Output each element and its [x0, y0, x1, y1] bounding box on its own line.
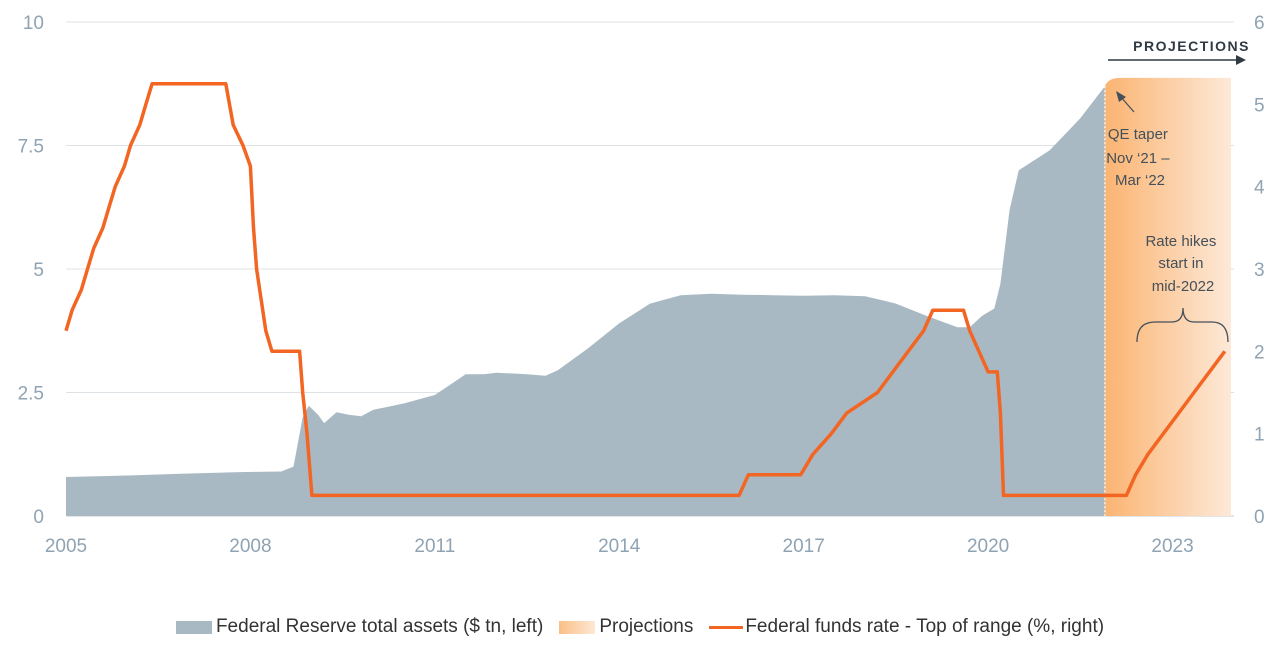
left-tick-0: 0	[33, 507, 44, 528]
hikes-note-line-3: mid-2022	[1152, 278, 1215, 295]
legend-swatch-assets	[175, 620, 212, 634]
legend-label-projections: Projections	[599, 616, 694, 637]
projections-label: PROJECTIONS	[1133, 38, 1250, 54]
qe-taper-note: QE taper Nov ‘21 – Mar ‘22	[1106, 126, 1174, 189]
left-tick-3: 7.5	[18, 137, 44, 158]
x-tick-2017: 2017	[783, 536, 825, 557]
right-axis-ticks: 0 1 2 3 4 5 6	[1254, 13, 1265, 528]
assets-area	[66, 86, 1105, 516]
left-tick-1: 2.5	[18, 384, 44, 405]
right-tick-1: 1	[1254, 425, 1265, 446]
left-axis-ticks: 0 2.5 5 7.5 10	[18, 13, 44, 528]
legend-label-rate: Federal funds rate - Top of range (%, ri…	[745, 616, 1105, 637]
x-tick-2008: 2008	[229, 536, 271, 557]
hikes-note-line-1: Rate hikes	[1145, 233, 1216, 250]
qe-note-line-1: QE taper	[1108, 126, 1168, 143]
x-tick-2023: 2023	[1151, 536, 1193, 557]
qe-annotation-arrowhead	[1116, 91, 1126, 102]
right-tick-0: 0	[1254, 507, 1265, 528]
right-tick-5: 5	[1254, 95, 1265, 116]
legend-item-projections: Projections	[559, 616, 693, 638]
x-axis-ticks: 2005 2008 2011 2014 2017 2020 2023	[45, 536, 1194, 557]
hikes-note-line-2: start in	[1158, 255, 1203, 272]
x-tick-2011: 2011	[414, 536, 455, 557]
legend-swatch-rate	[709, 625, 744, 629]
qe-note-line-3: Mar ‘22	[1115, 172, 1165, 189]
fed-funds-rate-line	[64, 82, 1227, 498]
x-tick-2020: 2020	[967, 536, 1009, 557]
right-tick-2: 2	[1254, 342, 1265, 363]
rate-hikes-note: Rate hikes start in mid-2022	[1145, 233, 1220, 295]
x-tick-2014: 2014	[598, 536, 641, 557]
qe-note-line-2: Nov ‘21 –	[1106, 150, 1170, 167]
projections-arrow-head	[1236, 55, 1246, 65]
legend-item-rate: Federal funds rate - Top of range (%, ri…	[709, 616, 1104, 638]
legend-item-assets: Federal Reserve total assets ($ tn, left…	[175, 616, 544, 638]
left-tick-4: 10	[23, 13, 44, 34]
right-tick-4: 4	[1254, 178, 1265, 199]
legend-swatch-projections	[559, 620, 596, 634]
right-tick-6: 6	[1254, 13, 1265, 34]
legend: Federal Reserve total assets ($ tn, left…	[0, 616, 1280, 638]
right-tick-3: 3	[1254, 260, 1265, 281]
projections-band	[1104, 77, 1231, 517]
rate-hikes-brace	[1136, 307, 1229, 343]
x-tick-2005: 2005	[45, 536, 87, 557]
legend-label-assets: Federal Reserve total assets ($ tn, left…	[215, 616, 544, 637]
left-tick-2: 5	[33, 260, 44, 281]
